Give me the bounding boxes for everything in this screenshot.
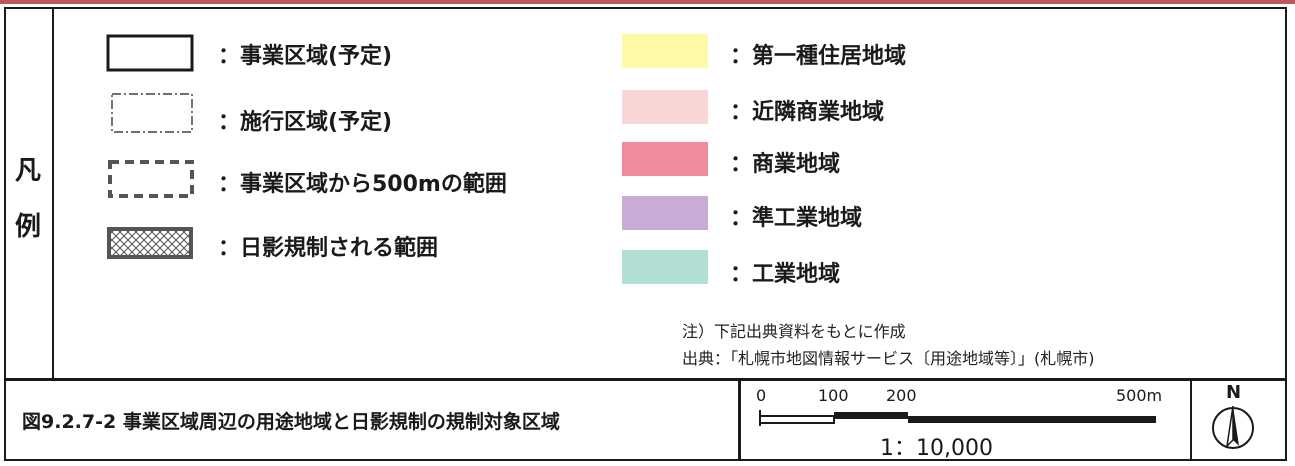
legend-heading-1: 凡 — [14, 156, 41, 186]
zone-swatch-residential-1 — [622, 34, 708, 68]
project-area-symbol — [106, 34, 194, 72]
zone-swatch-semi-industrial — [622, 196, 708, 230]
scale-tick-200: 200 — [886, 386, 917, 405]
zone-swatch-industrial — [622, 250, 708, 284]
zone-label-residential-1: ：第一種住居地域 — [730, 44, 907, 69]
500m-range-symbol — [108, 160, 194, 198]
zone-swatch-commercial — [622, 142, 708, 176]
frame-divider-scale — [1190, 379, 1192, 461]
scale-tick-0: 0 — [756, 386, 767, 405]
zone-label-commercial: ：商業地域 — [730, 152, 841, 177]
zone-swatch-neighborhood-commercial — [622, 90, 708, 124]
construction-area-symbol — [111, 93, 193, 133]
figure-caption: 図9.2.7-2 事業区域周辺の用途地域と日影規制の規制対象区域 — [22, 411, 560, 433]
legend-heading-2: 例 — [14, 212, 41, 242]
shadow-regulation-symbol — [107, 227, 193, 259]
legend-construction-area: ：施行区域(予定) — [218, 110, 393, 135]
source-text: 出典：「札幌市地図情報サービス〔用途地域等〕」(札幌市) — [682, 349, 1095, 368]
scale-ratio: 1：10,000 — [880, 436, 993, 461]
scale-segment-0-100 — [759, 415, 835, 424]
scale-segment-100-200 — [834, 412, 908, 419]
scale-tick-500m: 500m — [1116, 386, 1163, 405]
scale-bar — [759, 410, 1156, 426]
note-text: 注）下記出典資料をもとに作成 — [682, 322, 906, 341]
legend-shadow-regulation: ：日影規制される範囲 — [218, 236, 439, 261]
line-symbols — [106, 34, 194, 259]
scale-segment-200-500 — [908, 416, 1156, 423]
frame-divider-horizontal — [4, 378, 1287, 381]
north-arrow-icon — [1212, 405, 1254, 449]
zone-label-neighborhood-commercial: ：近隣商業地域 — [730, 100, 885, 125]
scale-tick-100: 100 — [818, 386, 849, 405]
legend-500m-range: ：事業区域から500mの範囲 — [218, 172, 507, 197]
frame-divider-title — [738, 379, 741, 461]
legend-project-area: ：事業区域(予定) — [218, 44, 393, 69]
zone-label-industrial: ：工業地域 — [730, 262, 841, 287]
legend-frame — [4, 7, 1287, 461]
zone-label-semi-industrial: ：準工業地域 — [730, 206, 863, 231]
north-label: N — [1226, 382, 1242, 403]
frame-divider-legend — [52, 7, 54, 380]
top-map-edge — [0, 0, 1295, 4]
